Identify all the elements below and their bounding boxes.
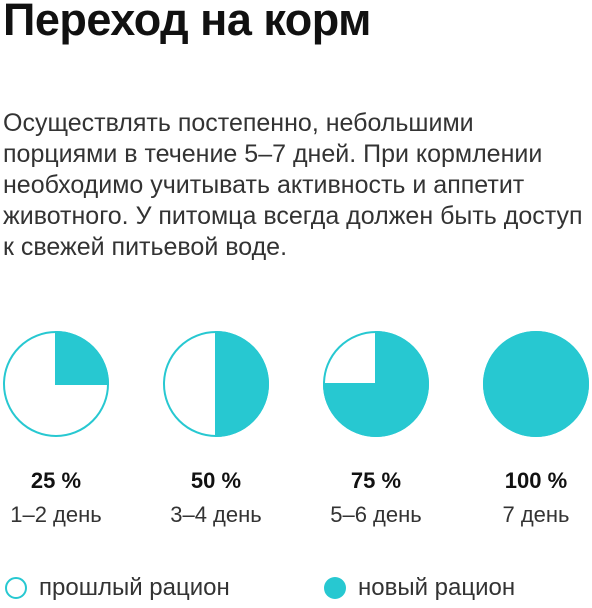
legend-item-new: новый рацион [324,573,515,603]
pie-old-ration-4 [483,331,589,437]
description-text: Осуществлять постепенно, небольшими порц… [3,109,583,261]
legend-old-label: прошлый рацион [39,574,230,601]
stage-days-label: 5–6 день [330,502,422,527]
stage-percent-label: 50 % [190,468,242,493]
pie-new-ration-1 [55,330,110,385]
stage-3: 75 % 5–6 день [306,464,446,532]
stage-percent-label: 25 % [30,468,82,493]
stage-1: 25 % 1–2 день [0,464,126,532]
stage-percent-label: 75 % [350,468,402,493]
stage-4: 100 % 7 день [466,464,592,532]
pie-new-ration-2 [215,330,269,438]
legend: прошлый рацион новый рацион [0,568,592,608]
legend-new-label: новый рацион [358,574,516,601]
legend-item-old: прошлый рацион [5,573,230,603]
stage-percent-label: 100 % [504,468,568,493]
stage-days-label: 7 день [502,502,570,527]
stage-days-label: 3–4 день [170,502,262,527]
stage-days-label: 1–2 день [10,502,102,527]
outline-circle-icon [5,577,27,599]
pie-new-ration-4 [483,331,589,437]
pie-old-ration-1 [3,331,109,437]
pie-old-ration-2 [163,331,269,437]
filled-circle-icon [324,577,346,599]
pie-old-ration-3 [323,331,429,437]
page-title: Переход на корм [3,0,371,45]
stage-2: 50 % 3–4 день [146,464,286,532]
pie-new-ration-3 [322,330,429,437]
